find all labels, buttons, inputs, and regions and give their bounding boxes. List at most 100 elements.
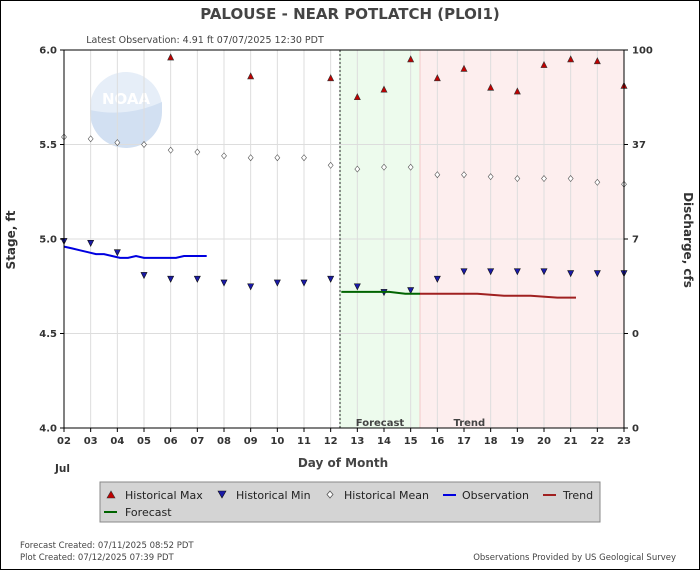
x-tick-label: 23 — [617, 436, 631, 447]
point-historical-mean — [274, 154, 281, 162]
legend-min-marker — [217, 490, 227, 499]
point-historical-min — [327, 275, 335, 283]
point-historical-max — [247, 72, 255, 80]
point-historical-min — [167, 275, 175, 283]
x-tick-label: 02 — [57, 436, 71, 447]
forecast-created: Forecast Created: 07/11/2025 08:52 PDT — [20, 541, 194, 551]
point-historical-max — [513, 87, 521, 95]
x-tick-label: 12 — [324, 436, 338, 447]
point-historical-mean — [167, 146, 174, 154]
x-tick-label: 08 — [217, 436, 231, 447]
region-label-trend: Trend — [453, 418, 485, 429]
point-historical-min — [140, 272, 148, 280]
point-historical-min — [433, 275, 441, 283]
point-historical-min — [567, 270, 575, 278]
point-historical-min — [247, 283, 255, 291]
point-historical-mean — [434, 171, 441, 179]
point-historical-max — [487, 83, 495, 91]
point-historical-mean — [301, 154, 307, 162]
x-tick-label: 09 — [244, 436, 258, 447]
point-historical-min — [487, 268, 495, 276]
point-historical-mean — [327, 161, 334, 169]
point-historical-max — [593, 57, 601, 65]
y-tick-label-left: 4.0 — [39, 424, 57, 435]
point-historical-max — [353, 93, 361, 101]
legend-min-label: Historical Min — [236, 489, 311, 502]
y-tick-label-right: 0 — [632, 329, 639, 340]
point-historical-mean — [221, 152, 227, 160]
point-historical-max — [407, 55, 415, 63]
point-historical-min — [353, 283, 361, 291]
x-tick-label: 16 — [430, 436, 444, 447]
point-historical-min — [460, 268, 468, 276]
legend-max-label: Historical Max — [125, 489, 203, 502]
chart-title: PALOUSE - NEAR POTLATCH (PLOI1) — [200, 5, 500, 23]
x-tick-label: 18 — [484, 436, 498, 447]
series-trend-line — [420, 292, 576, 299]
y-tick-label-right: 100 — [632, 46, 653, 57]
x-tick-label: 07 — [190, 436, 204, 447]
point-historical-min — [540, 268, 548, 276]
legend-box — [99, 481, 601, 523]
x-tick-label: 22 — [590, 436, 604, 447]
point-historical-min — [193, 275, 201, 283]
legend-mean-label: Historical Mean — [344, 489, 429, 502]
point-historical-min — [113, 249, 121, 257]
y-axis-label-right: Discharge, cfs — [681, 192, 695, 288]
x-tick-label: 06 — [164, 436, 178, 447]
x-tick-label: 17 — [457, 436, 471, 447]
x-axis-label: Day of Month — [298, 456, 388, 470]
y-tick-label-left: 5.0 — [39, 235, 57, 246]
x-tick-label: 10 — [270, 436, 284, 447]
point-historical-mean — [514, 175, 521, 182]
plot-created: Plot Created: 07/12/2025 07:39 PDT — [20, 553, 174, 563]
x-tick-label: 03 — [84, 436, 98, 447]
x-tick-label: 15 — [404, 436, 418, 447]
month-label: Jul — [54, 463, 70, 475]
legend-max-marker — [106, 490, 116, 499]
point-historical-max — [327, 74, 335, 82]
data-credit: Observations Provided by US Geological S… — [473, 553, 676, 563]
y-axis-label-left: Stage, ft — [4, 210, 18, 269]
point-historical-mean — [194, 148, 201, 156]
point-historical-max — [167, 53, 175, 61]
point-historical-min — [220, 279, 228, 287]
point-historical-max — [540, 60, 548, 68]
y-tick-label-right: 37 — [632, 140, 646, 151]
x-tick-label: 21 — [564, 436, 578, 447]
chart-subtitle: Latest Observation: 4.91 ft 07/07/2025 1… — [86, 35, 324, 46]
point-historical-mean — [407, 163, 414, 171]
point-historical-max — [567, 55, 575, 63]
y-tick-label-left: 6.0 — [39, 46, 57, 57]
legend: Historical Max Historical Min Historical… — [99, 481, 601, 523]
point-historical-mean — [354, 165, 361, 173]
legend-observation-label: Observation — [462, 489, 529, 502]
noaa-logo-text: NOAA — [102, 90, 151, 108]
y-tick-label-left: 4.5 — [39, 329, 57, 340]
point-historical-mean — [594, 178, 601, 186]
point-historical-max — [433, 74, 441, 82]
legend-mean-marker — [326, 490, 334, 499]
legend-trend-label: Trend — [562, 489, 593, 502]
x-tick-label: 11 — [297, 436, 311, 447]
series-forecast-line — [341, 290, 420, 295]
point-historical-max — [460, 64, 468, 72]
legend-forecast-label: Forecast — [125, 506, 172, 519]
y-tick-label-right: 0 — [632, 424, 639, 435]
x-tick-label: 19 — [510, 436, 524, 447]
point-historical-mean — [141, 141, 147, 148]
x-tick-label: 14 — [377, 436, 391, 447]
point-historical-min — [87, 239, 95, 247]
x-tick-label: 20 — [537, 436, 551, 447]
y-tick-label-right: 7 — [632, 235, 639, 246]
point-historical-min — [273, 279, 281, 287]
x-tick-label: 13 — [350, 436, 364, 447]
point-historical-min — [593, 270, 601, 278]
point-historical-mean — [487, 173, 494, 181]
x-tick-label: 05 — [137, 436, 151, 447]
point-historical-min — [407, 287, 415, 295]
point-historical-mean — [247, 154, 254, 162]
point-historical-min — [300, 279, 308, 287]
